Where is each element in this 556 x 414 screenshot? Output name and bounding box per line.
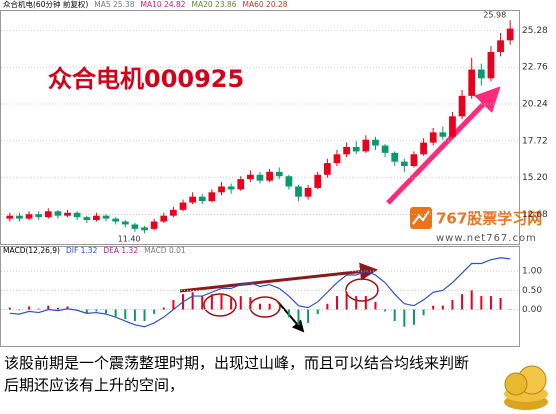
peak-arrow [179,262,378,293]
candle-body [64,212,71,216]
candle-body [189,196,197,203]
candle-body [381,145,389,153]
candle-body [506,28,514,41]
candle-body [247,174,254,180]
header-label: DEA 1.32 [103,246,138,255]
y-tick-label: 22.76 [522,63,548,73]
candle-body [150,221,158,229]
candle-body [323,163,331,175]
candle-body [54,211,62,216]
y-tick-label: 0.50 [522,286,542,296]
candle-body [497,40,504,52]
stock-title: 众合电机000925 [48,65,244,93]
candle-body [121,221,129,225]
candle-body [102,215,110,219]
high-label: 25.98 [483,11,506,20]
y-tick-label: 17.72 [522,136,548,146]
chart: 众合电机000925 767股票学习网 www.net767.com 25.28… [0,0,548,347]
down-arrow [277,301,305,333]
candle-body [352,147,360,152]
candle-body [83,217,91,221]
peak-circle [203,293,237,317]
y-tick-label: 20.24 [522,100,548,110]
candle-body [141,227,148,231]
candle-body [372,139,379,146]
candle-body [266,171,273,181]
candle-body [227,186,235,190]
header-label: DIF 1.32 [66,246,98,255]
candle-body [391,152,399,162]
y-tick-label: 25.28 [522,26,548,36]
candle-body [44,211,52,218]
candle-body [73,212,81,218]
candle-body [362,139,370,152]
header-label: MA60 20.28 [243,0,288,9]
watermark-brand: 767股票学习网 [436,210,542,228]
candle-body [198,196,206,202]
header-label: MA20 23.86 [192,0,237,9]
candle-body [237,179,245,190]
y-tick-label: 12.68 [522,210,548,220]
header-label: MACD(12,26,9) [3,246,60,255]
candle-body [477,69,485,79]
peak-circle [249,296,281,318]
candle-body [304,187,312,197]
watermark-url: www.net767.com [436,233,537,244]
low-label: 11.40 [118,235,141,244]
macd-frame [0,246,520,347]
caption-line: 该股前期是一个震荡整理时期，出现过山峰，而且可以结合均线来判断 [4,354,470,372]
header-label: MA5 25.38 [94,0,134,9]
header-label: 众合机电(60分钟 前复权) [3,0,88,9]
logo: 767股票学习网 www.net767.com [410,207,542,244]
candle-body [487,52,495,79]
candle-body [420,142,427,155]
candle-body [160,215,168,222]
y-tick-label: 15.20 [522,173,548,183]
candle-body [314,174,322,188]
candle-body [439,132,447,137]
candle-body [275,171,283,177]
candle-body [285,176,293,187]
candle-body [410,154,418,166]
y-tick-label: 1.00 [522,267,542,277]
candle-body [112,218,120,222]
trend-arrow [386,86,501,205]
candle-body [35,214,43,218]
candle-body [131,224,139,229]
candle-body [468,69,476,96]
candle-body [6,215,14,219]
candle-body [179,202,187,210]
candle-body [256,174,264,181]
candle-body [170,209,177,216]
header-label: MACD 0.01 [144,246,186,255]
candle-body [400,161,408,166]
header-label: MA10 24.82 [141,0,186,9]
y-tick-label: 0.00 [522,305,542,315]
caption-line: 后期还应该有上升的空间， [4,376,185,394]
candle-body [93,215,100,221]
candle-body [25,214,33,219]
candle-body [16,215,23,219]
candle-body [449,116,456,137]
candle-body [429,132,437,143]
candle-body [458,95,466,117]
candle-body [218,186,225,193]
dif-line [9,257,511,328]
candle-body [343,147,350,155]
candle-body [208,192,216,202]
coins [504,365,548,410]
candle-body [295,186,302,197]
price-frame [0,10,520,245]
candle-body [333,154,341,164]
